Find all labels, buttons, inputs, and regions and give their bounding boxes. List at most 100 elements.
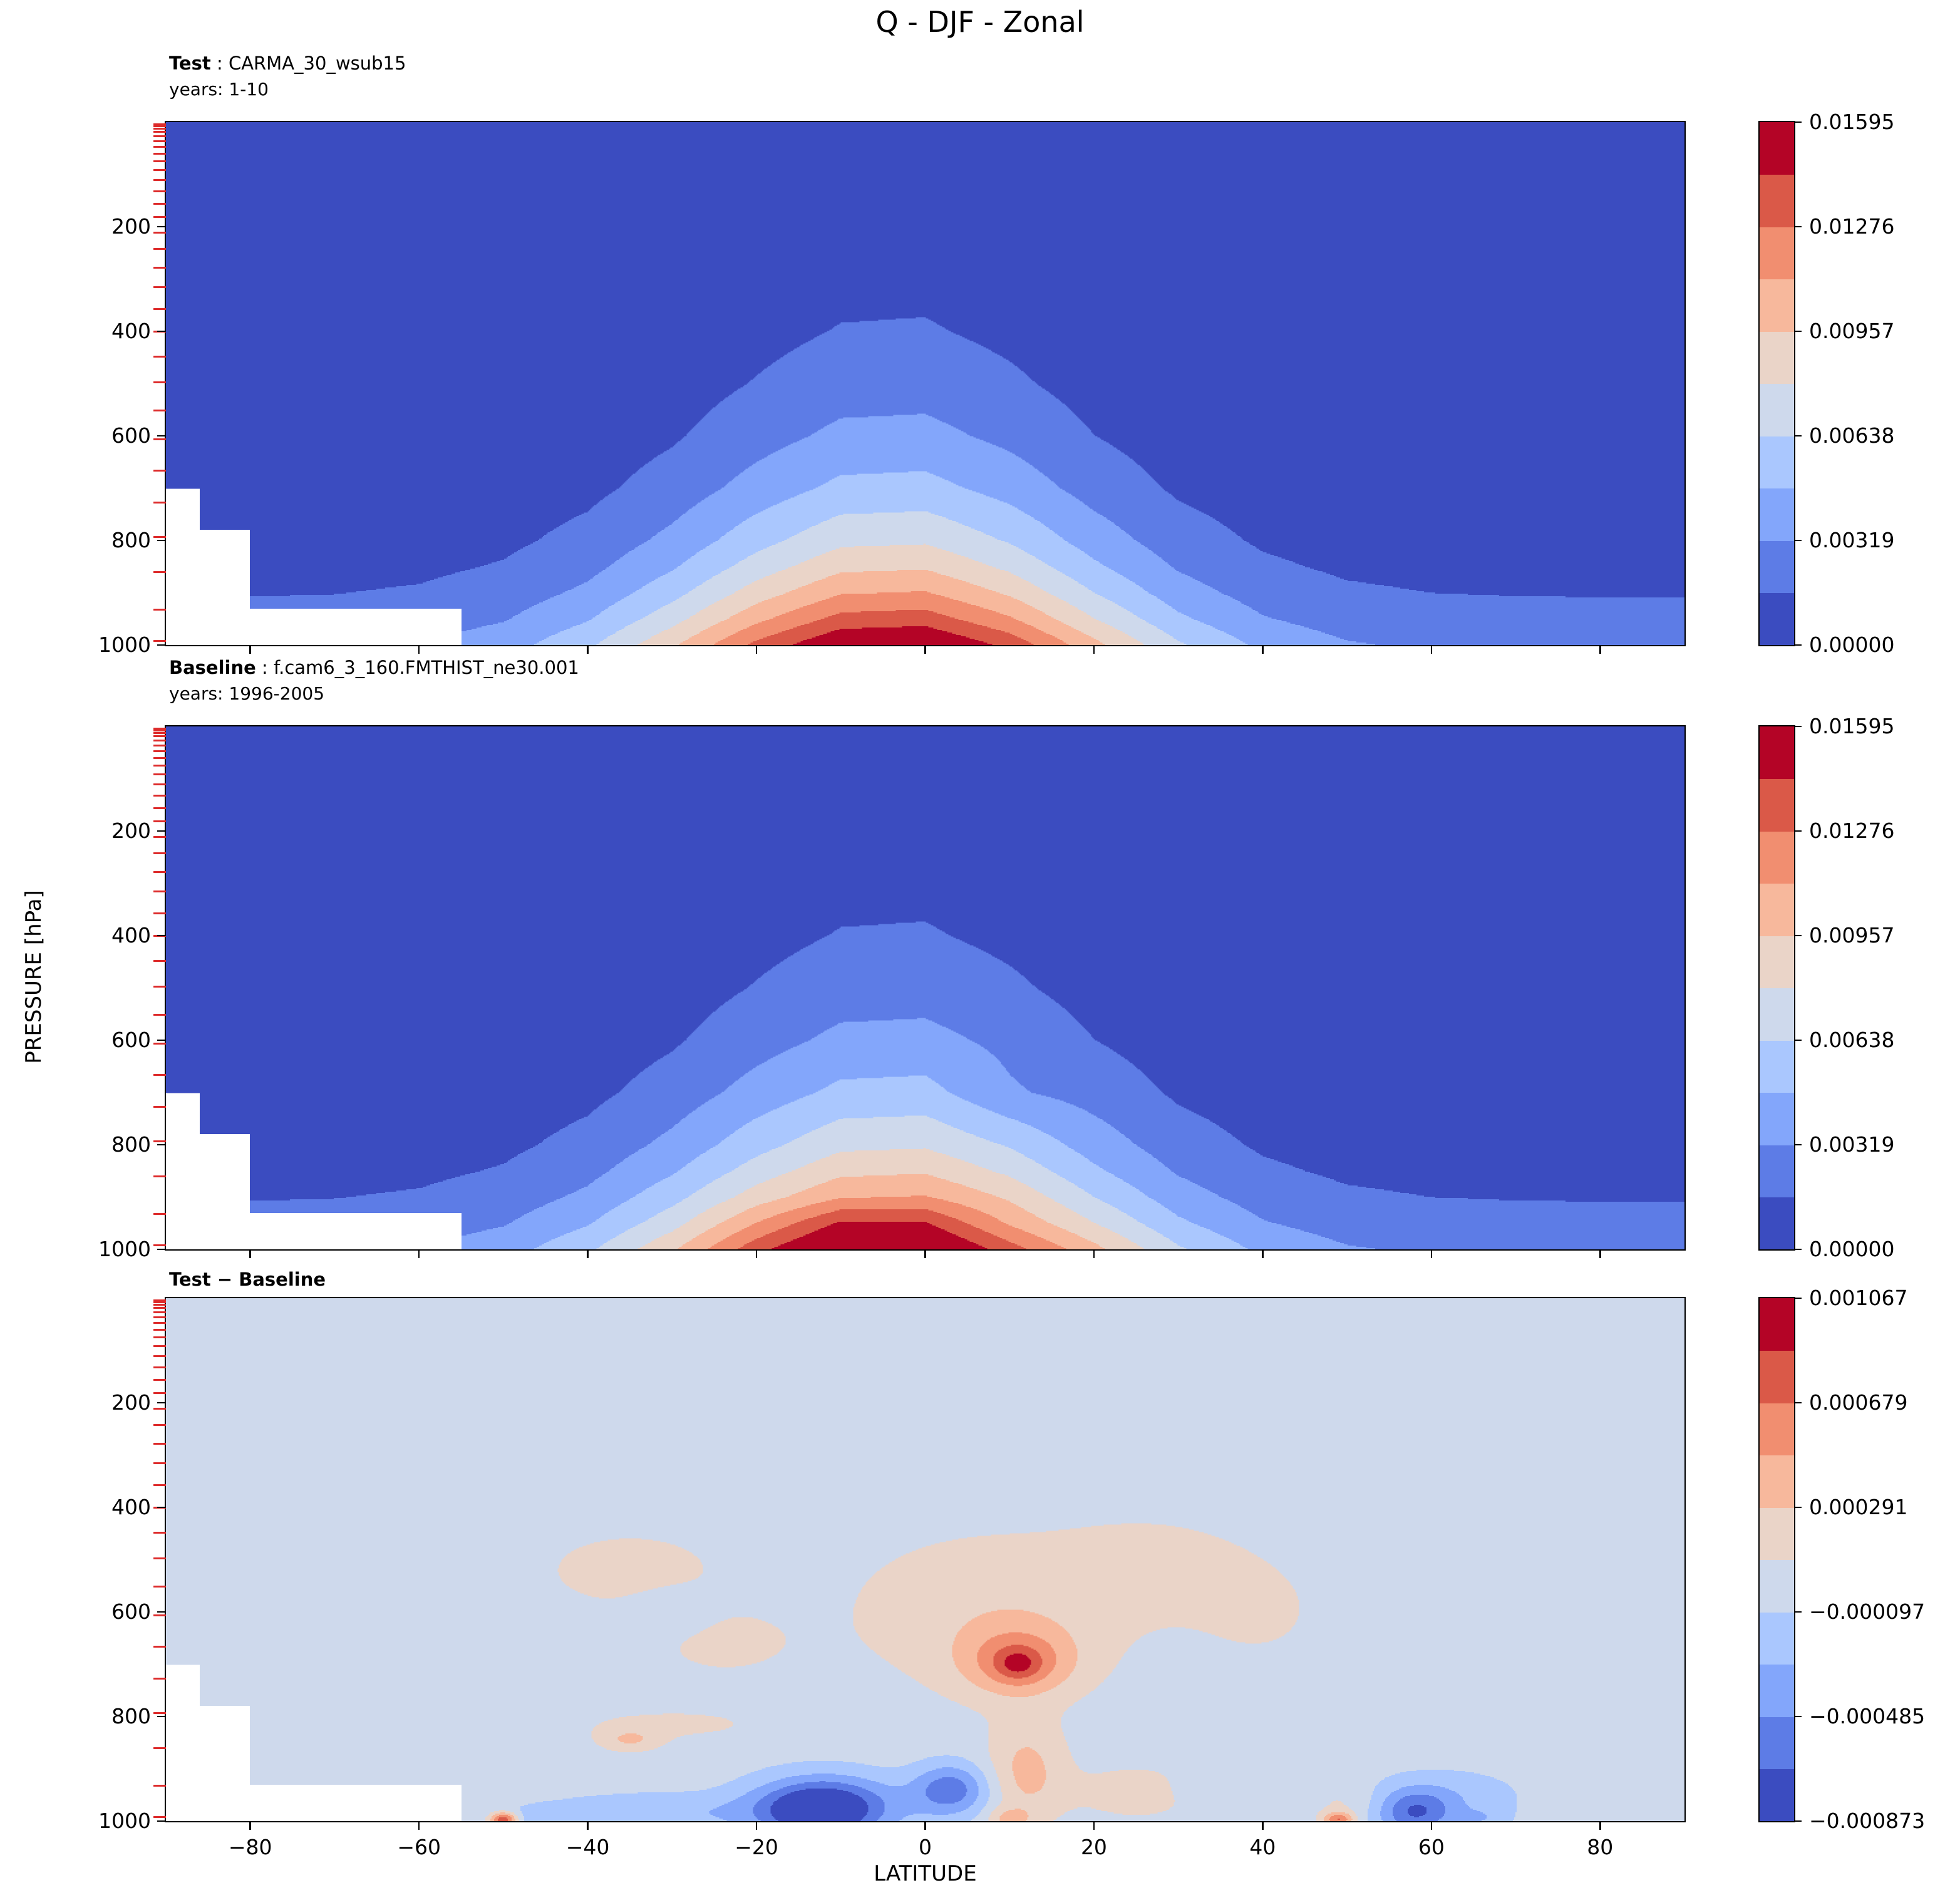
- colorbar-tick-label: 0.00000: [1809, 1237, 1895, 1261]
- model-level-tick: [153, 128, 166, 130]
- colorbar-tick-label: 0.00319: [1809, 1132, 1895, 1157]
- colorbar-band: [1760, 1768, 1794, 1822]
- x-tick: [1262, 1821, 1264, 1830]
- panel-baseline-header-bold: Baseline: [169, 657, 256, 678]
- x-tick: [587, 645, 589, 654]
- colorbar-tick: [1794, 225, 1802, 228]
- model-level-tick: [153, 202, 166, 205]
- figure-title: Q - DJF - Zonal: [875, 5, 1085, 39]
- model-level-tick: [153, 502, 166, 504]
- model-level-tick: [153, 732, 166, 735]
- model-level-tick: [153, 1585, 166, 1588]
- colorbar-band: [1760, 488, 1794, 541]
- colorbar-band: [1760, 174, 1794, 227]
- model-level-tick: [153, 1557, 166, 1560]
- y-tick-label: 600: [111, 1599, 151, 1624]
- x-tick-label: 80: [1587, 1835, 1614, 1859]
- model-level-tick: [153, 1345, 166, 1348]
- model-level-tick: [153, 1462, 166, 1465]
- model-level-tick: [153, 409, 166, 411]
- x-axis-label: LATITUDE: [874, 1861, 977, 1886]
- model-level-tick: [153, 248, 166, 250]
- colorbar-tick: [1794, 1297, 1802, 1299]
- colorbar-tick-label: 0.01276: [1809, 818, 1895, 843]
- colorbar-tick-label: 0.001067: [1809, 1286, 1908, 1310]
- model-level-tick: [153, 469, 166, 472]
- model-level-tick: [153, 231, 166, 234]
- model-level-tick: [153, 912, 166, 914]
- colorbar-band: [1760, 1145, 1794, 1197]
- model-level-tick: [153, 438, 166, 441]
- panel-baseline-header-rest: : f.cam6_3_160.FMTHIST_ne30.001: [255, 657, 579, 678]
- x-tick: [587, 1249, 589, 1258]
- model-level-tick: [153, 727, 166, 730]
- x-tick: [1093, 645, 1095, 654]
- y-tick-label: 200: [111, 1390, 151, 1415]
- model-level-tick: [153, 870, 166, 873]
- model-level-tick: [153, 794, 166, 797]
- model-level-tick: [153, 169, 166, 172]
- model-level-tick: [153, 1316, 166, 1318]
- colorbar-band: [1760, 122, 1794, 175]
- colorbar-band: [1760, 436, 1794, 488]
- colorbar-band: [1760, 1403, 1794, 1455]
- model-level-tick: [153, 1328, 166, 1331]
- model-level-tick: [153, 571, 166, 574]
- model-level-tick: [153, 1614, 166, 1617]
- colorbar-band: [1760, 1612, 1794, 1665]
- model-level-tick: [153, 535, 166, 538]
- model-level-tick: [153, 740, 166, 742]
- x-tick: [1430, 1249, 1433, 1258]
- x-tick-label: −60: [397, 1835, 441, 1859]
- model-level-tick: [153, 1407, 166, 1410]
- colorbar-band: [1760, 936, 1794, 988]
- x-tick: [1599, 1249, 1601, 1258]
- colorbar-band: [1760, 1507, 1794, 1560]
- y-axis-label: PRESSURE [hPa]: [21, 890, 46, 1064]
- colorbar-band: [1760, 227, 1794, 279]
- colorbar-tick: [1794, 1611, 1802, 1613]
- model-level-tick: [153, 773, 166, 776]
- x-tick: [587, 1821, 589, 1830]
- colorbar-band: [1760, 279, 1794, 332]
- x-tick: [249, 1821, 251, 1830]
- model-level-tick: [153, 1484, 166, 1486]
- model-level-tick: [153, 1013, 166, 1016]
- y-tick: [157, 1039, 166, 1041]
- model-level-tick: [153, 1378, 166, 1381]
- colorbar-tick: [1794, 725, 1802, 728]
- model-level-tick: [153, 123, 166, 125]
- model-level-tick: [153, 135, 166, 138]
- model-level-tick: [153, 1815, 166, 1818]
- x-tick-label: 20: [1080, 1835, 1107, 1859]
- x-tick: [418, 1249, 420, 1258]
- model-level-tick: [153, 152, 166, 155]
- model-level-tick: [153, 756, 166, 759]
- x-tick: [1430, 1821, 1433, 1830]
- colorbar-tick-label: 0.01276: [1809, 214, 1895, 239]
- panel-test-header-bold: Test: [169, 53, 211, 74]
- colorbar-tick: [1794, 1402, 1802, 1404]
- model-level-tick: [153, 160, 166, 163]
- colorbar-tick-label: 0.01595: [1809, 110, 1895, 134]
- model-level-tick: [153, 639, 166, 642]
- model-level-tick: [153, 1307, 166, 1309]
- panel-baseline-header: Baseline : f.cam6_3_160.FMTHIST_ne30.001: [169, 657, 579, 678]
- colorbar-tick-label: 0.00638: [1809, 1028, 1895, 1052]
- x-tick-label: 40: [1249, 1835, 1276, 1859]
- x-tick: [1093, 1821, 1095, 1830]
- y-tick: [157, 934, 166, 937]
- colorbar-tick: [1794, 1820, 1802, 1822]
- model-level-tick: [153, 1747, 166, 1750]
- model-level-tick: [153, 1712, 166, 1714]
- baseline-contour-plot: [166, 726, 1684, 1249]
- colorbar-tick-label: 0.000291: [1809, 1495, 1908, 1519]
- colorbar-tick: [1794, 330, 1802, 333]
- x-tick: [1262, 645, 1264, 654]
- colorbar-tick: [1794, 934, 1802, 937]
- y-tick: [157, 1820, 166, 1822]
- y-tick: [157, 644, 166, 646]
- y-tick-label: 800: [111, 528, 151, 552]
- model-level-tick: [153, 1244, 166, 1246]
- panel-test-header-rest: : CARMA_30_wsub15: [210, 53, 406, 74]
